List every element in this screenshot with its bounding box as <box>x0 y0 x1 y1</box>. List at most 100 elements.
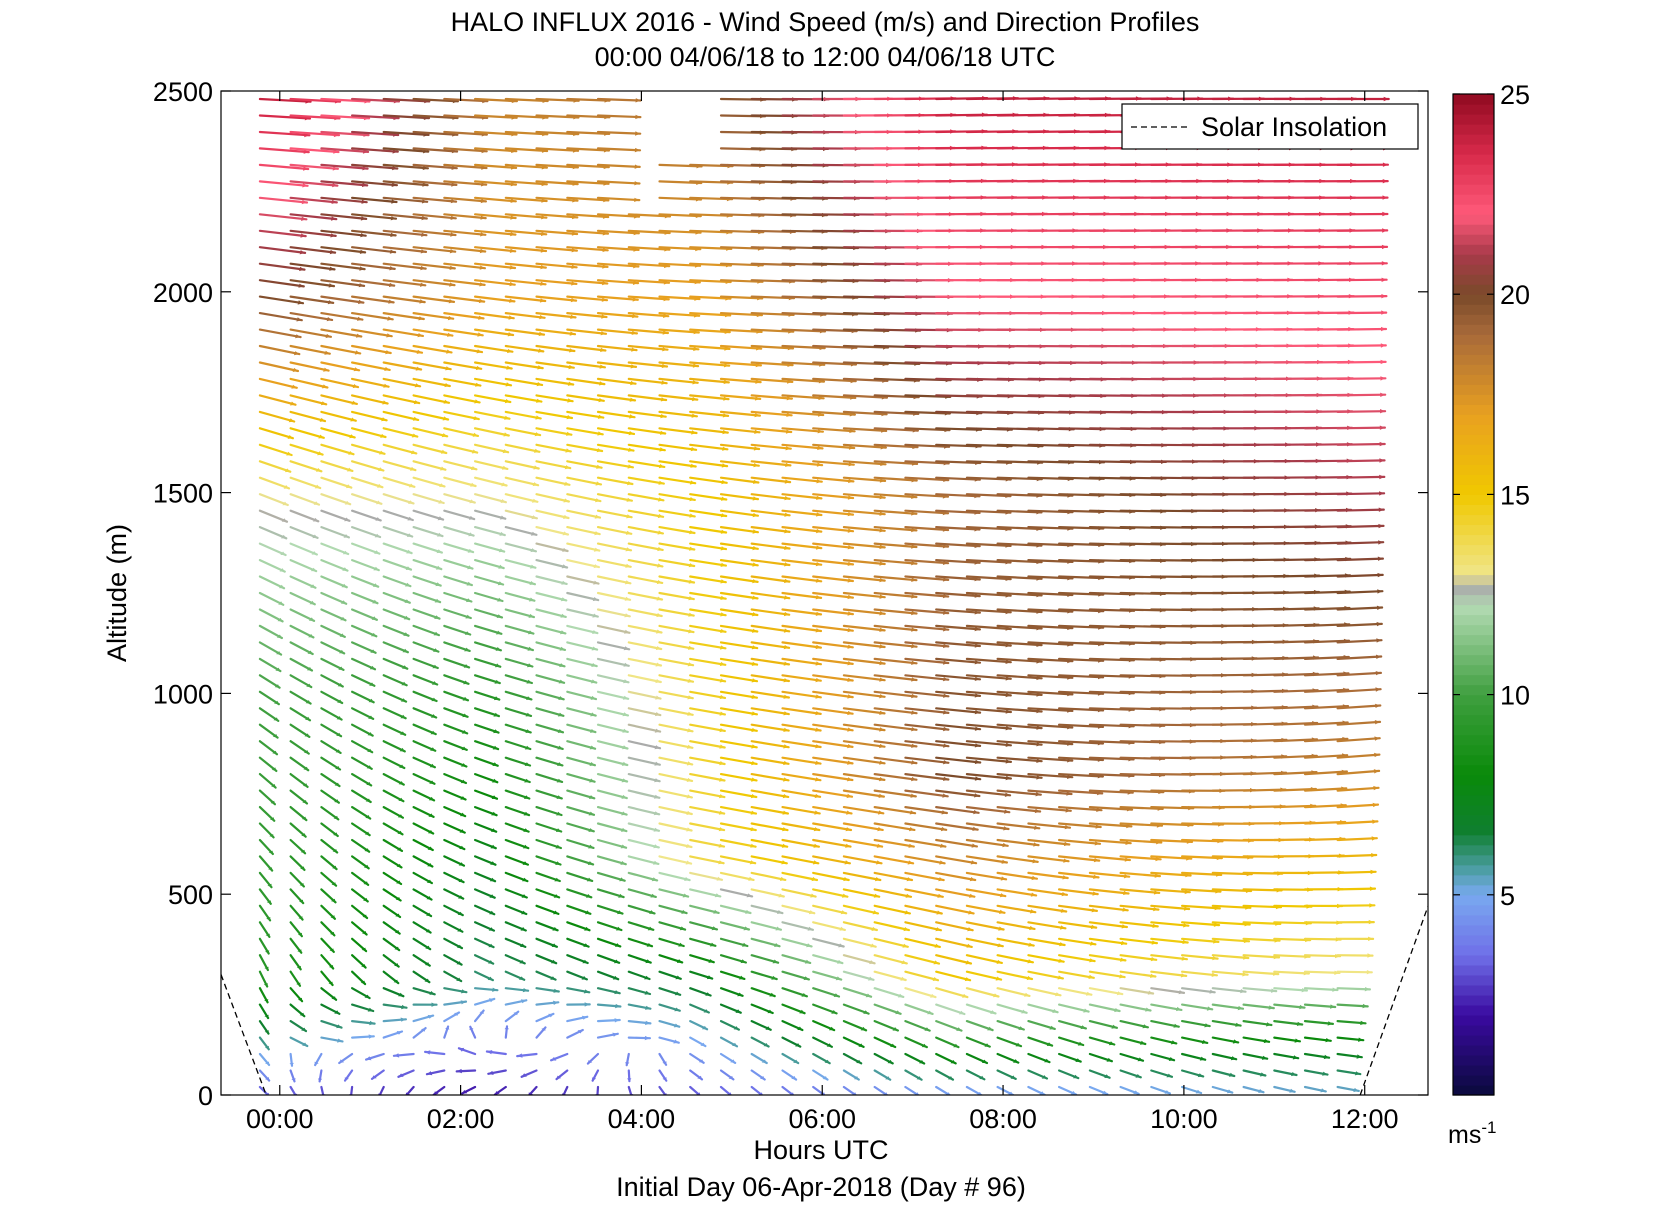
wind-arrow <box>658 443 698 452</box>
wind-arrow <box>1119 904 1160 912</box>
wind-arrow <box>689 542 728 551</box>
wind-arrow <box>443 525 475 537</box>
wind-arrow <box>658 657 695 667</box>
wind-arrow <box>596 460 635 469</box>
wind-arrow <box>412 937 432 951</box>
wind-arrow <box>719 443 761 451</box>
wind-arrow <box>412 427 449 438</box>
wind-arrow <box>474 410 511 420</box>
wind-arrow <box>566 772 596 783</box>
wind-arrow <box>627 1003 652 1010</box>
wind-arrow <box>566 542 601 552</box>
wind-arrow <box>812 822 853 832</box>
colorbar-segment <box>1453 574 1494 586</box>
colorbar-segment <box>1453 124 1494 135</box>
wind-arrow <box>842 558 886 566</box>
colorbar-segment <box>1453 664 1494 676</box>
wind-arrow <box>566 427 604 436</box>
wind-arrow <box>289 509 320 523</box>
wind-arrow <box>382 624 410 637</box>
wind-arrow <box>504 542 538 553</box>
wind-arrow <box>566 740 597 750</box>
wind-arrow <box>781 542 823 550</box>
wind-arrow <box>873 575 918 582</box>
wind-arrow <box>289 805 308 822</box>
wind-arrow <box>1336 621 1383 628</box>
wind-arrow <box>658 476 697 485</box>
wind-arrow <box>596 509 633 519</box>
wind-arrow <box>382 246 428 254</box>
wind-arrow <box>781 410 825 417</box>
wind-arrow <box>535 377 575 386</box>
wind-arrow <box>320 377 360 389</box>
wind-arrow <box>289 328 332 339</box>
wind-arrow <box>566 904 592 915</box>
colorbar-segment <box>1453 474 1494 485</box>
wind-arrow <box>627 954 652 964</box>
wind-arrow <box>1336 409 1387 414</box>
wind-arrow <box>812 591 855 600</box>
wind-arrow <box>1336 819 1379 825</box>
wind-arrow <box>258 954 269 972</box>
wind-arrow <box>1119 1052 1145 1062</box>
wind-arrow <box>382 427 419 438</box>
wind-arrow <box>1027 954 1065 963</box>
wind-arrow <box>658 542 696 551</box>
wind-arrow <box>443 476 477 488</box>
wind-arrow <box>627 591 664 601</box>
wind-arrow <box>443 262 486 270</box>
wind-arrow <box>535 657 566 668</box>
wind-arrow <box>535 772 564 784</box>
wind-arrow <box>658 558 696 568</box>
wind-arrow <box>719 970 746 981</box>
wind-arrow <box>781 1052 800 1065</box>
wind-arrow <box>750 525 791 534</box>
wind-arrow <box>935 1036 960 1049</box>
wind-arrow <box>258 493 289 507</box>
wind-arrow <box>750 1019 772 1031</box>
wind-arrow <box>1211 1085 1234 1094</box>
colorbar-segment <box>1453 544 1494 556</box>
wind-arrow <box>443 410 480 421</box>
wind-arrow <box>1242 1085 1265 1094</box>
wind-arrow <box>935 970 972 982</box>
y-tick-label: 2500 <box>153 77 213 107</box>
wind-arrow <box>320 394 358 405</box>
wind-arrow <box>289 1019 308 1033</box>
colorbar-segment <box>1453 134 1494 145</box>
wind-arrow <box>1303 1085 1327 1093</box>
wind-arrow <box>904 805 949 815</box>
wind-arrow <box>566 888 593 899</box>
wind-arrow <box>935 789 981 798</box>
wind-arrow <box>382 756 406 770</box>
wind-arrow <box>719 904 752 915</box>
wind-arrow <box>474 904 496 916</box>
wind-arrow <box>412 279 456 287</box>
wind-arrow <box>1336 343 1387 348</box>
wind-arrow <box>289 921 303 938</box>
wind-arrow <box>965 772 1013 781</box>
wind-arrow <box>873 805 917 815</box>
wind-arrow <box>320 871 338 887</box>
wind-arrow <box>320 262 366 271</box>
wind-arrow <box>382 460 417 472</box>
wind-arrow <box>812 427 856 434</box>
wind-arrow <box>343 1069 354 1082</box>
wind-arrow <box>351 756 373 770</box>
wind-arrow <box>965 1003 997 1015</box>
wind-arrow <box>443 674 470 685</box>
wind-arrow <box>443 904 464 917</box>
wind-arrow <box>750 542 791 550</box>
wind-arrow <box>781 772 822 782</box>
wind-arrow <box>596 805 628 816</box>
wind-arrow <box>566 707 597 717</box>
wind-arrow <box>842 871 882 882</box>
colorbar-tick-label: 20 <box>1500 280 1530 310</box>
wind-arrow <box>412 246 457 254</box>
wind-arrow <box>474 921 496 932</box>
colorbar-segment <box>1453 684 1494 696</box>
wind-arrow <box>812 1069 829 1081</box>
wind-arrow <box>1336 903 1376 908</box>
wind-arrow <box>658 493 696 502</box>
wind-arrow <box>935 690 982 698</box>
